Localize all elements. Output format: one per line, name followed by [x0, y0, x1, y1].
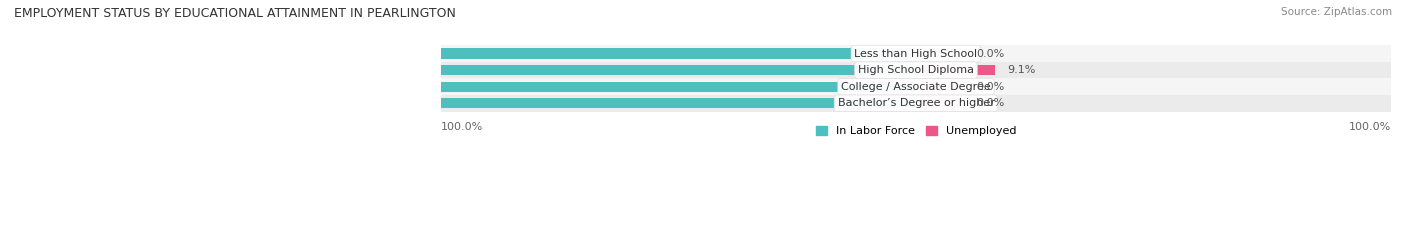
Bar	[441, 62, 1391, 79]
Bar	[915, 98, 963, 109]
Bar	[915, 82, 963, 92]
Bar	[52, 98, 915, 109]
Bar	[915, 65, 994, 75]
Text: 100.0%: 100.0%	[69, 98, 115, 108]
Text: 100.0%: 100.0%	[69, 82, 115, 92]
Text: 9.1%: 9.1%	[1008, 65, 1036, 75]
Text: 100.0%: 100.0%	[1348, 122, 1391, 132]
Bar	[52, 82, 915, 92]
Bar	[264, 48, 915, 59]
Text: EMPLOYMENT STATUS BY EDUCATIONAL ATTAINMENT IN PEARLINGTON: EMPLOYMENT STATUS BY EDUCATIONAL ATTAINM…	[14, 7, 456, 20]
Text: 0.0%: 0.0%	[976, 98, 1005, 108]
Text: College / Associate Degree: College / Associate Degree	[841, 82, 991, 92]
Text: Bachelor’s Degree or higher: Bachelor’s Degree or higher	[838, 98, 994, 108]
Text: 0.0%: 0.0%	[976, 49, 1005, 58]
Bar	[915, 48, 963, 59]
Bar	[441, 95, 1391, 112]
Legend: In Labor Force, Unemployed: In Labor Force, Unemployed	[811, 121, 1021, 140]
Text: 93.8%: 93.8%	[124, 65, 162, 75]
Text: 75.5%: 75.5%	[281, 49, 319, 58]
Text: Source: ZipAtlas.com: Source: ZipAtlas.com	[1281, 7, 1392, 17]
Bar	[441, 79, 1391, 95]
Text: High School Diploma: High School Diploma	[858, 65, 974, 75]
Bar	[441, 45, 1391, 62]
Text: 100.0%: 100.0%	[441, 122, 484, 132]
Text: Less than High School: Less than High School	[855, 49, 977, 58]
Text: 0.0%: 0.0%	[976, 82, 1005, 92]
Bar	[105, 65, 915, 75]
